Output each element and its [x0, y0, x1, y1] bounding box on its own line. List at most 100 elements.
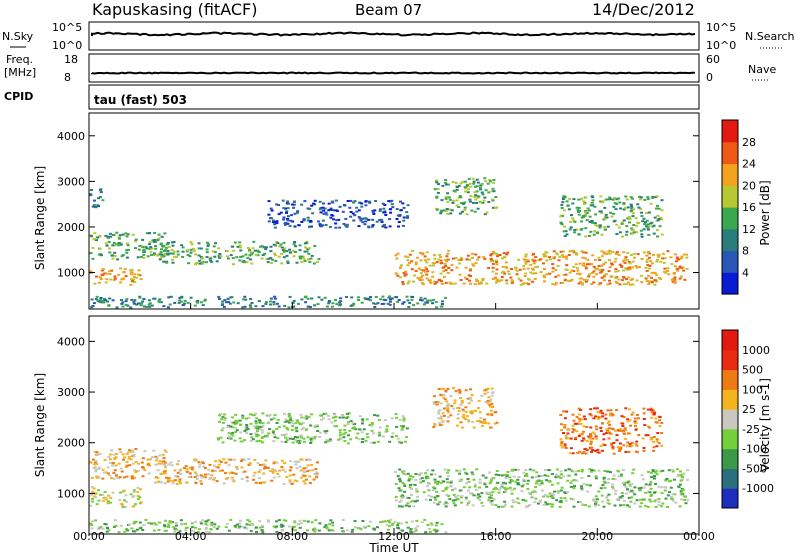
echo-cell	[597, 256, 601, 259]
echo-cell	[633, 256, 637, 259]
echo-cell	[460, 495, 464, 497]
echo-cell	[342, 436, 346, 439]
echo-cell	[583, 257, 587, 260]
echo-cell	[494, 504, 498, 507]
echo-cell	[490, 479, 494, 481]
echo-cell	[239, 519, 243, 522]
echo-cell	[600, 255, 604, 258]
echo-cell	[393, 520, 397, 523]
echo-cell	[474, 262, 478, 265]
echo-cell	[371, 218, 375, 221]
echo-cell	[544, 255, 548, 258]
echo-cell	[205, 520, 209, 523]
echo-cell	[654, 417, 658, 420]
echo-cell	[595, 498, 599, 501]
echo-cell	[125, 249, 129, 252]
echo-cell	[378, 210, 382, 212]
echo-cell	[380, 220, 384, 223]
echo-cell	[417, 267, 421, 270]
echo-cell	[376, 440, 380, 443]
echo-cell	[175, 256, 178, 258]
echo-cell	[248, 520, 252, 523]
echo-cell	[306, 207, 310, 210]
echo-cell	[662, 261, 666, 264]
echo-cell	[256, 462, 260, 465]
echo-cell	[138, 496, 142, 499]
echo-cell	[500, 276, 504, 278]
echo-cell	[164, 465, 168, 468]
echo-cell	[284, 418, 288, 421]
echo-cell	[414, 261, 418, 264]
echo-cell	[267, 257, 271, 260]
echo-cell	[367, 226, 371, 229]
echo-cell	[606, 198, 610, 201]
colorbar-frame	[721, 119, 739, 295]
echo-cell	[607, 493, 611, 496]
echo-cell	[474, 194, 478, 197]
echo-cell	[90, 493, 94, 496]
echo-cell	[538, 500, 542, 503]
echo-cell	[411, 249, 415, 252]
echo-cell	[532, 252, 536, 255]
echo-cell	[592, 498, 596, 501]
echo-cell	[185, 467, 189, 470]
echo-cell	[189, 241, 193, 244]
echo-cell	[618, 231, 622, 234]
echo-cell	[465, 472, 469, 475]
echo-cell	[592, 265, 596, 268]
echo-cell	[597, 490, 601, 493]
echo-cell	[534, 486, 538, 488]
echo-cell	[542, 503, 546, 506]
echo-cell	[563, 424, 567, 427]
echo-cell	[451, 257, 455, 260]
echo-cell	[569, 485, 573, 488]
echo-cell	[288, 474, 292, 477]
echo-cell	[414, 263, 418, 266]
echo-cell	[414, 269, 418, 272]
echo-cell	[371, 224, 375, 227]
echo-cell	[565, 257, 569, 260]
echo-cell	[579, 500, 582, 503]
echo-cell	[527, 283, 531, 286]
echo-cell	[602, 263, 606, 266]
echo-cell	[217, 295, 221, 298]
echo-cell	[399, 200, 402, 203]
echo-cell	[683, 278, 687, 281]
echo-cell	[111, 257, 115, 260]
echo-cell	[539, 499, 543, 502]
echo-cell	[531, 258, 535, 261]
echo-cell	[419, 276, 423, 279]
echo-cell	[298, 465, 302, 468]
echo-cell	[630, 227, 634, 230]
echo-cell	[638, 489, 642, 492]
echo-cell	[497, 505, 501, 508]
echo-cell	[516, 482, 520, 485]
echo-cell	[350, 296, 354, 299]
echo-cell	[419, 259, 423, 262]
echo-cell	[620, 265, 624, 268]
echo-cell	[164, 476, 168, 479]
echo-cell	[466, 191, 470, 194]
echo-cell	[505, 253, 509, 256]
echo-cell	[531, 490, 535, 493]
echo-cell	[245, 476, 249, 479]
echo-region-0	[89, 485, 143, 508]
echo-cell	[473, 210, 477, 213]
echo-cell	[231, 434, 235, 437]
colorbar-segment	[722, 163, 738, 186]
echo-cell	[646, 197, 650, 200]
echo-cell	[465, 213, 469, 216]
echo-cell	[498, 280, 501, 283]
echo-cell	[633, 502, 637, 505]
echo-cell	[255, 425, 259, 428]
echo-cell	[569, 437, 573, 440]
echo-cell	[272, 476, 276, 479]
echo-cell	[452, 189, 456, 192]
echo-cell	[435, 195, 439, 198]
echo-cell	[312, 437, 316, 440]
echo-cell	[138, 244, 142, 247]
echo-cell	[319, 431, 322, 434]
echo-cell	[167, 246, 171, 249]
echo-cell	[371, 211, 375, 214]
echo-cell	[488, 492, 492, 495]
